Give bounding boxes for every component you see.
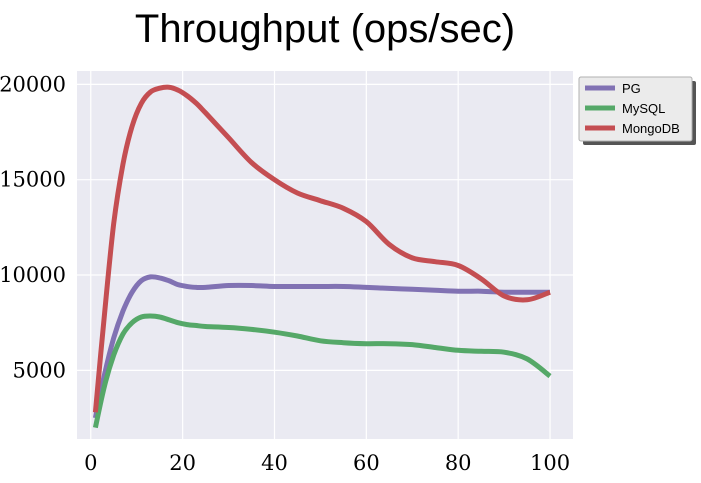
legend-box [578, 76, 693, 142]
plot-area [77, 71, 573, 439]
grid [77, 71, 573, 439]
x-tick-label: 60 [353, 451, 380, 475]
legend-label-mongodb: MongoDB [622, 121, 680, 136]
legend-label-mysql: MySQL [622, 101, 665, 116]
y-tick-label: 5000 [13, 358, 66, 382]
x-tick-label: 100 [530, 451, 570, 475]
series-line-pg [92, 274, 550, 419]
chart-title: Throughput (ops/sec) [135, 7, 515, 51]
y-tick-label: 15000 [0, 168, 66, 192]
x-tick-label: 40 [261, 451, 288, 475]
series-line-mongodb [92, 84, 551, 413]
series-lines [92, 84, 552, 429]
series-line-mysql [92, 313, 552, 429]
x-tick-label: 80 [445, 451, 472, 475]
y-tick-label: 20000 [0, 72, 66, 96]
legend-label-pg: PG [622, 81, 641, 96]
x-tick-label: 0 [84, 451, 97, 475]
axis-ticks: 0 20 40 60 80 100 5000 10000 15000 20000 [0, 72, 570, 475]
x-tick-label: 20 [169, 451, 196, 475]
y-tick-label: 10000 [0, 263, 66, 287]
legend: PG MySQL MongoDB [578, 76, 696, 145]
